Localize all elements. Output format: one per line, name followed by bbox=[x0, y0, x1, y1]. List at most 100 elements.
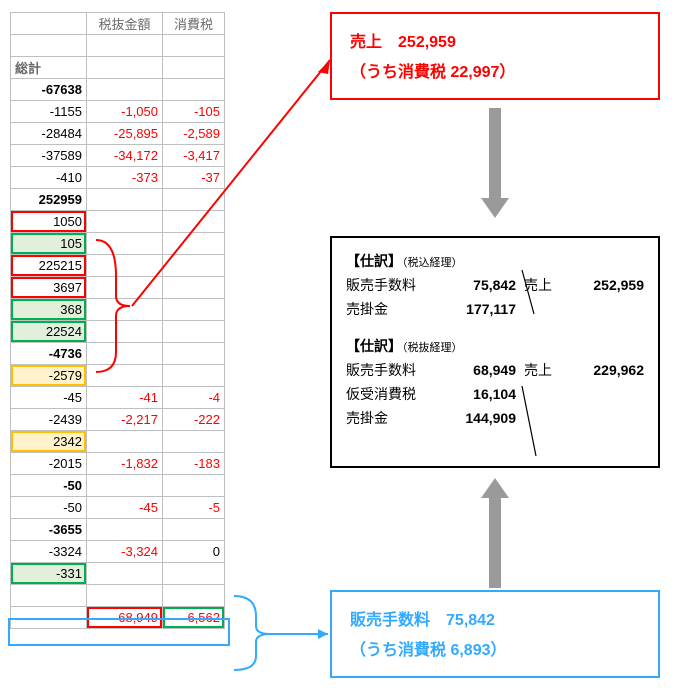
cell-c2 bbox=[163, 365, 225, 387]
j2l0-num: 68,949 bbox=[473, 359, 516, 383]
cell-c0: 368 bbox=[11, 299, 87, 321]
sales-amount: 252,959 bbox=[398, 34, 456, 51]
j2-right: 売上229,962 bbox=[524, 359, 644, 430]
cell-c0: -3655 bbox=[11, 519, 87, 541]
cell-c2 bbox=[163, 585, 225, 607]
table-row: -2579 bbox=[11, 365, 225, 387]
j1l1-num: 177,117 bbox=[466, 298, 516, 322]
cell-c0: -2579 bbox=[11, 365, 87, 387]
cell-c2 bbox=[163, 255, 225, 277]
cell-c0: 3697 bbox=[11, 277, 87, 299]
table-row: -2439-2,217-222 bbox=[11, 409, 225, 431]
sales-line1: 売上 252,959 bbox=[350, 28, 640, 58]
callout-fee: 販売手数料 75,842 （うち消費税 6,893） bbox=[330, 590, 660, 678]
cell-c0: -28484 bbox=[11, 123, 87, 145]
j2l2-lab: 売掛金 bbox=[346, 407, 465, 431]
j2l1-lab: 仮受消費税 bbox=[346, 383, 473, 407]
cell-c0: 1050 bbox=[11, 211, 87, 233]
table-row: 1050 bbox=[11, 211, 225, 233]
cell-c1 bbox=[87, 299, 163, 321]
table-row: -2015-1,832-183 bbox=[11, 453, 225, 475]
cell-c1 bbox=[87, 277, 163, 299]
cell-c0: 252959 bbox=[11, 189, 87, 211]
cell-c2 bbox=[163, 321, 225, 343]
cell-c1: -1,832 bbox=[87, 453, 163, 475]
cell-c2: -183 bbox=[163, 453, 225, 475]
cell-c0: -67638 bbox=[11, 79, 87, 101]
table-row: 3697 bbox=[11, 277, 225, 299]
j2l1-num: 16,104 bbox=[473, 383, 516, 407]
table-row: -45-41-4 bbox=[11, 387, 225, 409]
fee-label: 販売手数料 bbox=[350, 612, 446, 629]
cell-c0: 22524 bbox=[11, 321, 87, 343]
j1-right: 売上252,959 bbox=[524, 274, 644, 322]
cell-c1 bbox=[87, 189, 163, 211]
table-row: 368 bbox=[11, 299, 225, 321]
cell-c2 bbox=[163, 519, 225, 541]
fee-line2: （うち消費税 6,893） bbox=[350, 636, 640, 666]
j1l1-lab: 売掛金 bbox=[346, 298, 466, 322]
j1l0-lab: 販売手数料 bbox=[346, 274, 473, 298]
table-row: -4736 bbox=[11, 343, 225, 365]
cell-c1 bbox=[87, 563, 163, 585]
journal-title2: 【仕訳】 bbox=[346, 338, 402, 354]
j2r0-num: 229,962 bbox=[593, 359, 644, 383]
table-row: -331 bbox=[11, 563, 225, 585]
cell-c0: -410 bbox=[11, 167, 87, 189]
cell-c2 bbox=[163, 233, 225, 255]
blue-outline bbox=[8, 618, 230, 646]
j2r0-lab: 売上 bbox=[524, 359, 593, 383]
cell-c2 bbox=[163, 431, 225, 453]
cell-c1: -25,895 bbox=[87, 123, 163, 145]
journal-title1: 【仕訳】 bbox=[346, 253, 402, 269]
cell-c2 bbox=[163, 475, 225, 497]
cell-c2: -3,417 bbox=[163, 145, 225, 167]
j1r0-lab: 売上 bbox=[524, 274, 593, 298]
cell-c2: -2,589 bbox=[163, 123, 225, 145]
cell-c1 bbox=[87, 585, 163, 607]
journal-sec1-title: 【仕訳】（税込経理） bbox=[346, 250, 644, 274]
hdr-blank bbox=[11, 13, 87, 35]
cell-c2: -222 bbox=[163, 409, 225, 431]
journal-sub1: （税込経理） bbox=[402, 257, 463, 269]
hdr-zeinuki: 税抜金額 bbox=[87, 13, 163, 35]
cell-c0: -50 bbox=[11, 497, 87, 519]
cell-c1: -373 bbox=[87, 167, 163, 189]
j1-left: 販売手数料75,842 売掛金177,117 bbox=[346, 274, 516, 322]
j2l2-num: 144,909 bbox=[465, 407, 516, 431]
cell-c1: -34,172 bbox=[87, 145, 163, 167]
cell-c1 bbox=[87, 79, 163, 101]
table-row bbox=[11, 585, 225, 607]
journal-sec1-row: 販売手数料75,842 売掛金177,117 売上252,959 bbox=[346, 274, 644, 322]
table-row: 22524 bbox=[11, 321, 225, 343]
cell-c1 bbox=[87, 431, 163, 453]
cell-c2: -37 bbox=[163, 167, 225, 189]
cell-c0: -3324 bbox=[11, 541, 87, 563]
table-row: -3655 bbox=[11, 519, 225, 541]
j1r0-num: 252,959 bbox=[593, 274, 644, 298]
callout-sales: 売上 252,959 （うち消費税 22,997） bbox=[330, 12, 660, 100]
cell-c2 bbox=[163, 79, 225, 101]
j1l0-num: 75,842 bbox=[473, 274, 516, 298]
cell-c0: 2342 bbox=[11, 431, 87, 453]
cell-c2 bbox=[163, 563, 225, 585]
fee-line1: 販売手数料 75,842 bbox=[350, 606, 640, 636]
j2l0-lab: 販売手数料 bbox=[346, 359, 473, 383]
journal-sec2-row: 販売手数料68,949 仮受消費税16,104 売掛金144,909 売上229… bbox=[346, 359, 644, 430]
soukei-row: 総計 bbox=[11, 57, 225, 79]
cell-c2: -5 bbox=[163, 497, 225, 519]
cell-c2 bbox=[163, 277, 225, 299]
journal-sec2-title: 【仕訳】（税抜経理） bbox=[346, 335, 644, 359]
cell-c1 bbox=[87, 255, 163, 277]
cell-c0 bbox=[11, 585, 87, 607]
cell-c1: -41 bbox=[87, 387, 163, 409]
cell-c2 bbox=[163, 211, 225, 233]
cell-c2 bbox=[163, 299, 225, 321]
cell-c1 bbox=[87, 475, 163, 497]
cell-c1 bbox=[87, 365, 163, 387]
cell-c2: 0 bbox=[163, 541, 225, 563]
header-row: 税抜金額 消費税 bbox=[11, 13, 225, 35]
cell-c1 bbox=[87, 233, 163, 255]
fee-amount: 75,842 bbox=[446, 612, 495, 629]
cell-c2 bbox=[163, 343, 225, 365]
